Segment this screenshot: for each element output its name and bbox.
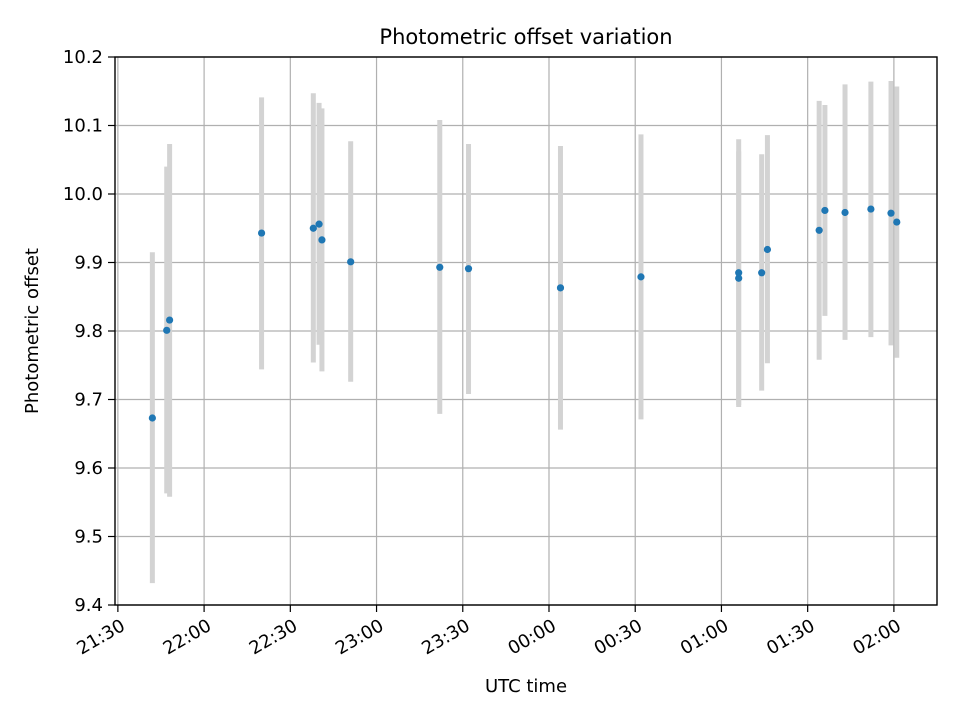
data-point	[893, 218, 901, 226]
y-tick-label: 9.4	[74, 595, 103, 616]
data-point	[257, 229, 266, 237]
data-point	[166, 316, 174, 324]
x-axis-label: UTC time	[485, 676, 567, 697]
data-point	[464, 265, 473, 273]
data-point	[763, 245, 772, 254]
data-points	[148, 205, 901, 422]
y-axis: 9.4 9.5 9.6 9.7 9.8 9.9 10.0 10.1 10.2	[63, 47, 115, 616]
data-point	[315, 220, 323, 228]
y-tick-label: 10.2	[63, 47, 103, 68]
y-axis-label: Photometric offset	[22, 248, 43, 414]
data-point	[815, 226, 823, 234]
data-point	[347, 258, 355, 266]
data-point	[318, 236, 326, 244]
chart-title: Photometric offset variation	[379, 25, 672, 49]
y-tick-label: 9.5	[74, 527, 103, 548]
y-tick-label: 9.8	[74, 321, 103, 342]
data-point	[436, 263, 444, 271]
data-point	[821, 206, 829, 215]
data-point	[309, 224, 317, 232]
data-point	[163, 326, 171, 334]
data-point	[867, 205, 875, 213]
data-point	[735, 274, 743, 282]
data-point	[637, 273, 645, 281]
y-tick-label: 10.1	[63, 116, 103, 137]
y-tick-label: 9.7	[74, 390, 103, 411]
data-point	[758, 269, 766, 277]
y-tick-label: 9.9	[74, 253, 103, 274]
data-point	[841, 208, 849, 217]
data-point	[887, 209, 895, 217]
data-point	[148, 414, 156, 422]
y-tick-label: 9.6	[74, 458, 103, 479]
y-tick-label: 10.0	[63, 184, 103, 205]
data-point	[735, 269, 743, 277]
data-point	[556, 284, 565, 292]
